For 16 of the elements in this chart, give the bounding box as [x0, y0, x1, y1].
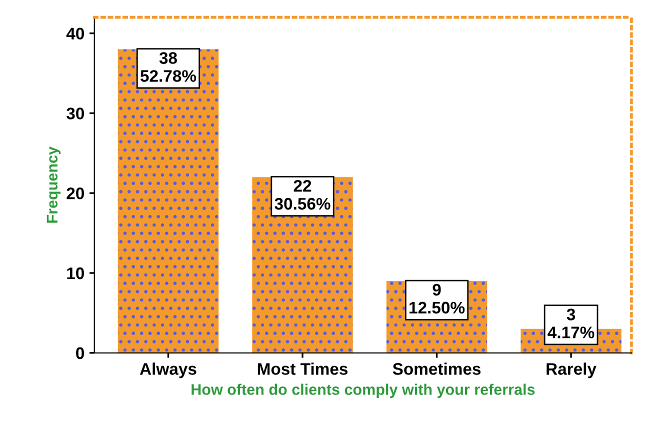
y-axis-title: Frequency: [46, 146, 61, 223]
y-tick-label: 30: [66, 108, 84, 120]
y-tick-label: 20: [66, 188, 84, 200]
x-tick-label: Sometimes: [392, 362, 481, 375]
data-label: 9 12.50%: [410, 284, 465, 314]
data-label: 38 52.78%: [140, 52, 196, 82]
y-tick-label: 10: [67, 267, 84, 280]
data-label: 3 4.17%: [548, 308, 594, 338]
x-tick-label: Most Times: [258, 362, 348, 375]
data-label: 22 30.56%: [274, 180, 330, 210]
y-tick-label: 0: [76, 347, 84, 360]
bar: [118, 49, 219, 353]
x-tick-label: Rarely: [546, 362, 596, 378]
x-axis-title: How often do clients comply with your referrals: [192, 384, 535, 398]
x-tick-label: Always: [140, 362, 196, 378]
y-tick-label: 40: [66, 28, 84, 40]
